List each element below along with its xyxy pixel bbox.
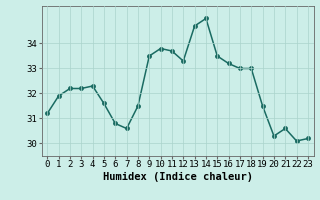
X-axis label: Humidex (Indice chaleur): Humidex (Indice chaleur) [103, 172, 252, 182]
